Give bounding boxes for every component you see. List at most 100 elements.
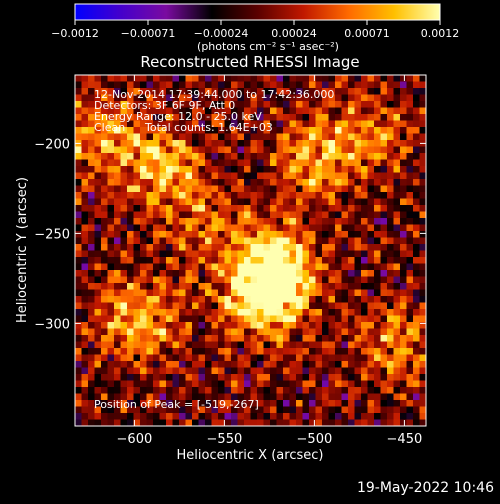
heatmap-pixel xyxy=(348,361,355,368)
heatmap-pixel xyxy=(263,250,271,258)
heatmap-pixel xyxy=(211,263,219,271)
heatmap-pixel xyxy=(185,140,193,147)
heatmap-pixel xyxy=(322,81,329,89)
heatmap-pixel xyxy=(283,400,290,407)
heatmap-pixel xyxy=(198,140,206,147)
heatmap-pixel xyxy=(263,244,271,251)
heatmap-pixel xyxy=(413,81,420,89)
heatmap-pixel xyxy=(335,400,342,407)
heatmap-pixel xyxy=(315,309,323,316)
heatmap-pixel xyxy=(276,276,284,284)
heatmap-pixel xyxy=(205,133,212,141)
heatmap-pixel xyxy=(198,211,206,219)
heatmap-pixel xyxy=(283,146,290,154)
heatmap-pixel xyxy=(283,289,290,297)
heatmap-pixel xyxy=(244,81,251,89)
heatmap-pixel xyxy=(127,185,134,193)
heatmap-pixel xyxy=(296,270,303,277)
heatmap-pixel xyxy=(400,328,407,336)
heatmap-pixel xyxy=(146,283,154,290)
x-axis-ticks: −600 −550 −500 −450 xyxy=(117,75,422,447)
heatmap-pixel xyxy=(88,335,95,342)
heatmap-pixel xyxy=(315,361,323,368)
heatmap-pixel xyxy=(120,179,128,186)
heatmap-pixel xyxy=(348,211,355,219)
heatmap-pixel xyxy=(172,153,180,160)
heatmap-pixel xyxy=(81,185,89,193)
heatmap-pixel xyxy=(341,120,349,128)
heatmap-pixel xyxy=(335,140,342,147)
heatmap-pixel xyxy=(380,81,388,89)
heatmap-pixel xyxy=(166,374,173,381)
heatmap-pixel xyxy=(374,400,381,407)
heatmap-pixel xyxy=(94,413,102,420)
heatmap-pixel xyxy=(146,114,154,121)
heatmap-pixel xyxy=(322,101,329,108)
heatmap-pixel xyxy=(302,166,310,173)
heatmap-pixel xyxy=(413,393,420,401)
heatmap-pixel xyxy=(94,146,102,154)
heatmap-pixel xyxy=(367,289,375,297)
heatmap-pixel xyxy=(354,335,362,342)
heatmap-pixel xyxy=(107,322,115,329)
heatmap-pixel xyxy=(380,211,388,219)
heatmap-pixel xyxy=(159,348,167,355)
heatmap-pixel xyxy=(380,309,388,316)
heatmap-pixel xyxy=(94,185,102,193)
heatmap-pixel xyxy=(328,140,336,147)
heatmap-pixel xyxy=(406,185,414,193)
heatmap-pixel xyxy=(367,374,375,381)
heatmap-pixel xyxy=(101,387,108,394)
heatmap-pixel xyxy=(120,387,128,394)
heatmap-pixel xyxy=(192,387,199,394)
heatmap-pixel xyxy=(374,419,381,427)
heatmap-pixel xyxy=(413,75,420,82)
heatmap-pixel xyxy=(192,114,199,121)
heatmap-pixel xyxy=(114,101,121,108)
heatmap-pixel xyxy=(387,224,394,232)
heatmap-pixel xyxy=(237,120,245,128)
heatmap-pixel xyxy=(367,283,375,290)
heatmap-pixel xyxy=(198,322,206,329)
heatmap-pixel xyxy=(322,198,329,206)
heatmap-pixel xyxy=(400,335,407,342)
heatmap-pixel xyxy=(387,367,394,375)
heatmap-pixel xyxy=(283,322,290,329)
heatmap-pixel xyxy=(185,153,193,160)
heatmap-pixel xyxy=(380,244,388,251)
heatmap-pixel xyxy=(393,335,401,342)
heatmap-pixel xyxy=(231,328,238,336)
heatmap-pixel xyxy=(283,75,290,82)
heatmap-pixel xyxy=(328,88,336,95)
heatmap-pixel xyxy=(315,354,323,362)
heatmap-pixel xyxy=(231,302,238,310)
heatmap-pixel xyxy=(133,153,141,160)
heatmap-pixel xyxy=(192,107,199,115)
heatmap-pixel xyxy=(185,198,193,206)
heatmap-pixel xyxy=(231,335,238,342)
heatmap-pixel xyxy=(218,94,225,102)
heatmap-pixel xyxy=(367,276,375,284)
heatmap-pixel xyxy=(224,283,232,290)
heatmap-pixel xyxy=(153,231,160,238)
heatmap-pixel xyxy=(172,185,180,193)
heatmap-pixel xyxy=(328,322,336,329)
heatmap-pixel xyxy=(218,270,225,277)
heatmap-pixel xyxy=(205,302,212,310)
heatmap-pixel xyxy=(198,94,206,102)
heatmap-pixel xyxy=(341,81,349,89)
heatmap-pixel xyxy=(140,413,147,420)
heatmap-pixel xyxy=(289,218,297,225)
heatmap-pixel xyxy=(374,263,381,271)
heatmap-pixel xyxy=(322,133,329,141)
heatmap-pixel xyxy=(244,198,251,206)
heatmap-pixel xyxy=(387,341,394,349)
heatmap-pixel xyxy=(289,205,297,212)
heatmap-pixel xyxy=(419,257,427,264)
heatmap-pixel xyxy=(374,146,381,154)
heatmap-pixel xyxy=(302,341,310,349)
heatmap-pixel xyxy=(146,211,154,219)
heatmap-pixel xyxy=(179,335,186,342)
heatmap-pixel xyxy=(309,159,316,167)
heatmap-pixel xyxy=(120,296,128,303)
